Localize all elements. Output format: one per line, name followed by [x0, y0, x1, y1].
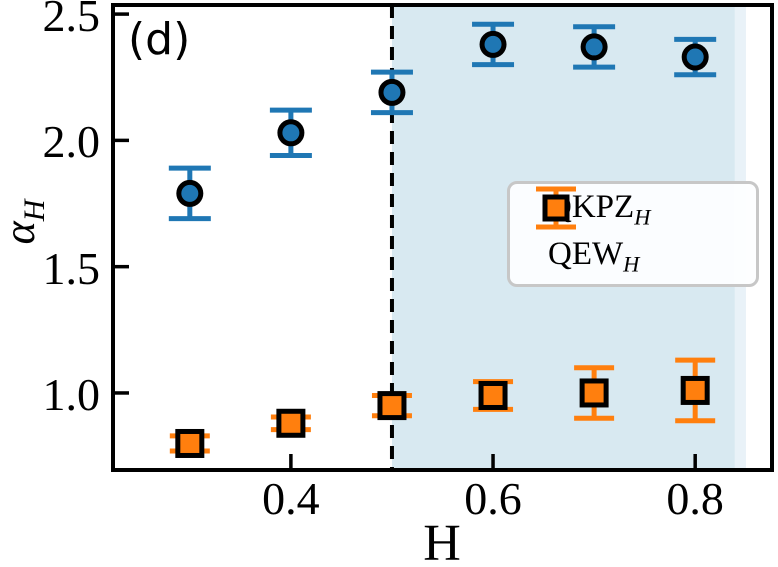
legend-label-qkpz-subscript: H	[634, 205, 651, 231]
QEW_H-data-point	[377, 391, 407, 421]
legend-entry-qew: QEWH	[510, 186, 756, 281]
x-tick-label: 0.8	[666, 473, 724, 524]
QEW_H-data-point	[478, 380, 508, 410]
axes-frame	[111, 3, 774, 472]
x-tick-label: 0.6	[464, 473, 522, 524]
QEW_H-data-point	[175, 428, 205, 458]
y-tick-label: 2.5	[42, 0, 101, 42]
legend-label-qew-text: QEW	[548, 236, 624, 273]
x-tick-label: 0.4	[262, 473, 320, 524]
QKPZ_H-data-point	[681, 43, 709, 71]
QEW_H-data-point	[680, 375, 710, 405]
QKPZ_H-data-point	[277, 119, 305, 147]
legend-label-qew-subscript: H	[623, 252, 640, 278]
panel-label: (d)	[128, 14, 191, 65]
QKPZ_H-data-point	[479, 30, 507, 58]
QKPZ_H-data-point	[580, 33, 608, 61]
y-tick-label: 1.5	[42, 242, 101, 294]
legend-label-qew: QEWH	[548, 238, 639, 276]
y-axis-label-symbol: α	[0, 221, 45, 245]
QEW_H-data-point	[276, 408, 306, 438]
QKPZ_H-data-point	[378, 78, 406, 106]
QEW_H-data-point	[579, 378, 609, 408]
y-axis-label: αH	[0, 199, 51, 245]
legend: QKPZH QEWH	[507, 181, 759, 287]
y-axis-label-subscript: H	[17, 199, 51, 222]
QKPZ_H-data-point	[176, 179, 204, 207]
x-axis-label: H	[423, 515, 461, 567]
errorbar-square-icon	[536, 186, 576, 230]
y-tick-label: 2.0	[42, 116, 101, 168]
y-tick-label: 1.0	[42, 368, 101, 420]
